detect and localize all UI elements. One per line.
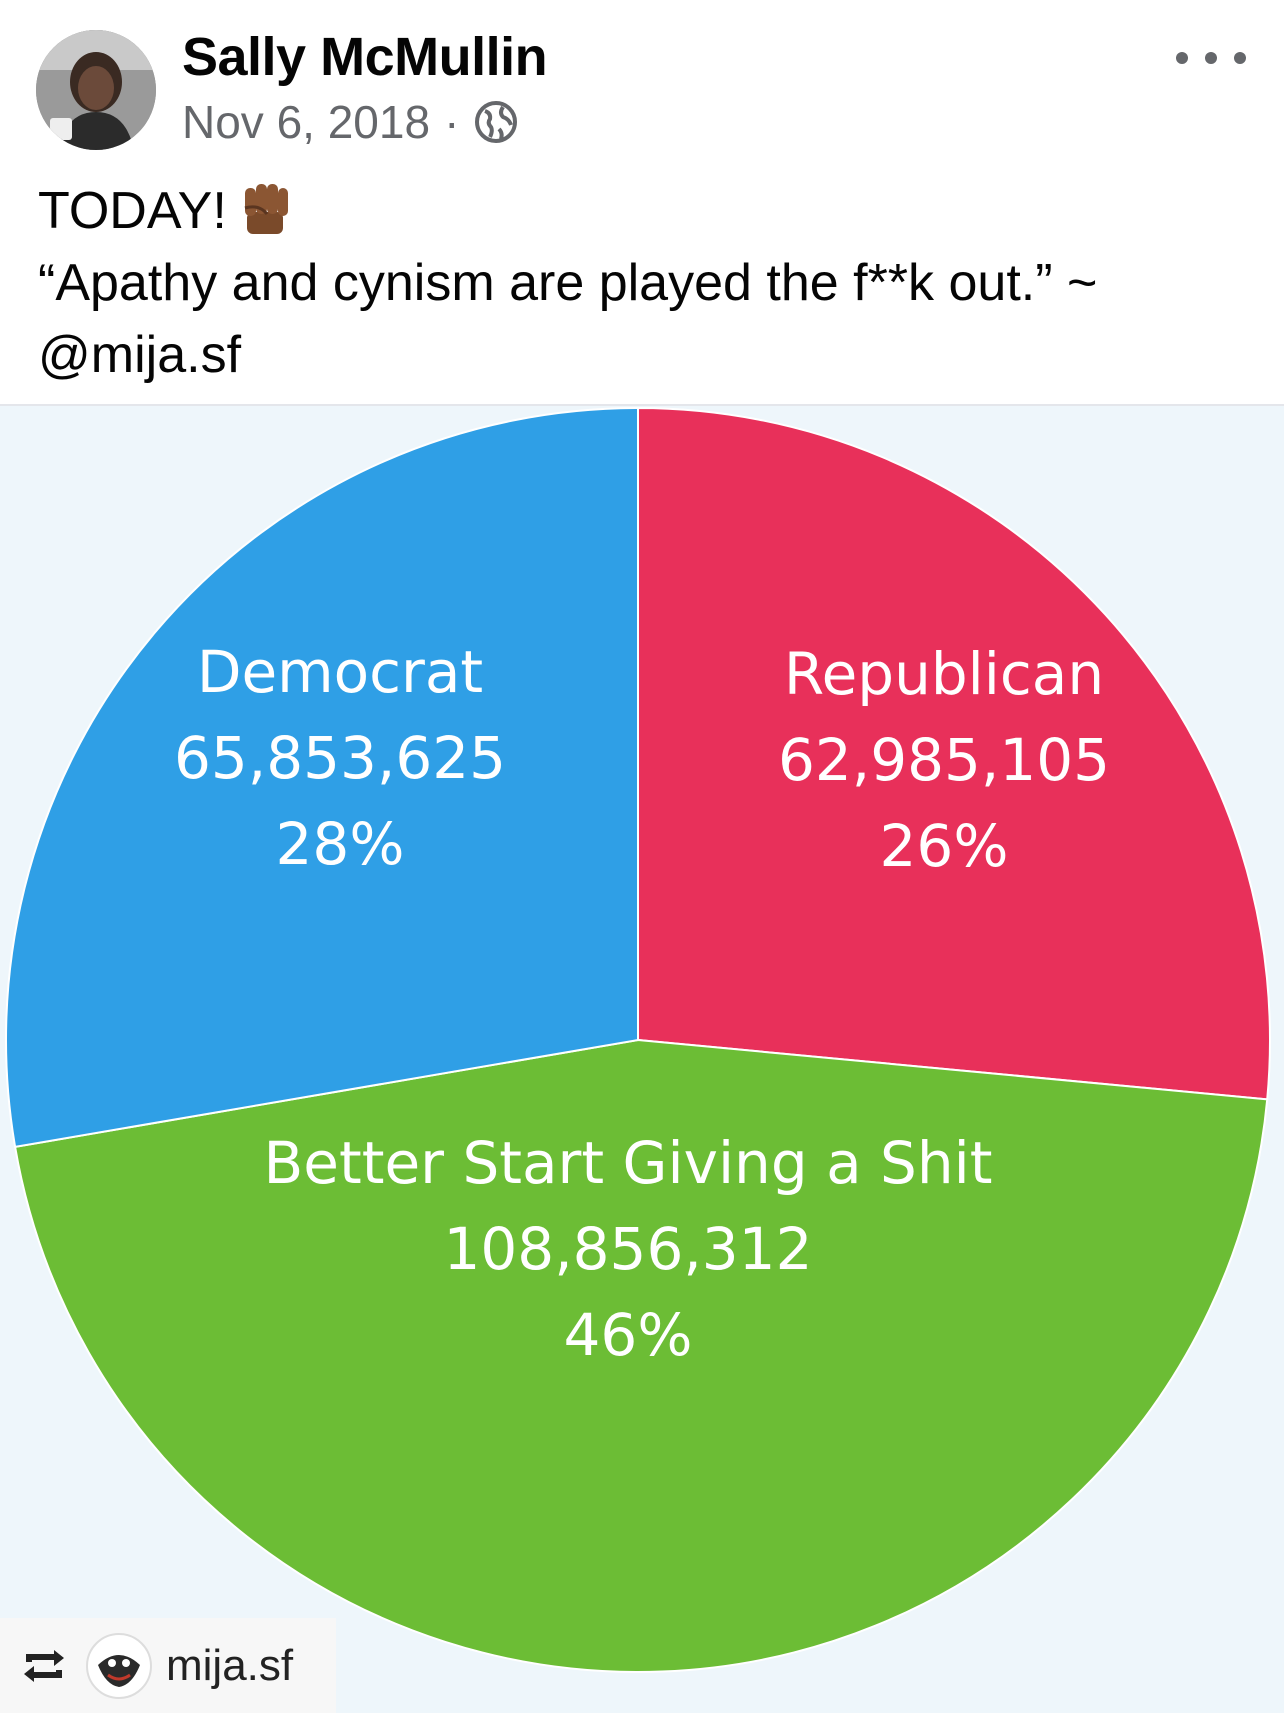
pie-label-value: 65,853,625 xyxy=(174,724,506,792)
pie-label-name: Better Start Giving a Shit xyxy=(264,1129,993,1197)
raised-fist-icon xyxy=(244,184,288,234)
divider xyxy=(0,404,1284,406)
pie-label-value: 62,985,105 xyxy=(778,726,1110,794)
author-avatar[interactable] xyxy=(36,30,156,150)
shared-chart-image[interactable]: Democrat 65,853,625 28% Republican 62,985,10… xyxy=(0,406,1284,1713)
post-text-line-1: TODAY! xyxy=(38,175,1248,247)
repost-icon xyxy=(24,1649,64,1682)
pie-slice-republican xyxy=(637,406,1271,1101)
pie-chart: Democrat 65,853,625 28% Republican 62,985,10… xyxy=(5,406,1271,1673)
pie-label-name: Republican xyxy=(784,640,1104,708)
dot xyxy=(1234,52,1246,64)
post-text-today: TODAY! xyxy=(38,182,227,240)
meta-separator: · xyxy=(444,96,460,148)
pie-label-percent: 46% xyxy=(564,1301,693,1369)
post-date[interactable]: Nov 6, 2018 xyxy=(182,96,431,148)
repost-avatar xyxy=(86,1632,152,1699)
pie-label-percent: 28% xyxy=(276,810,405,878)
post-meta: Nov 6, 2018 · xyxy=(182,95,519,149)
post-text: TODAY! “Apathy and cynism are played the… xyxy=(38,175,1248,391)
post-text-line-2: “Apathy and cynism are played the f**k o… xyxy=(38,254,1098,312)
globe-icon[interactable] xyxy=(473,99,519,145)
post-header: Sally McMullin Nov 6, 2018 · xyxy=(0,0,1284,160)
dot xyxy=(1176,52,1188,64)
more-options-icon[interactable] xyxy=(1176,38,1246,78)
author-name[interactable]: Sally McMullin xyxy=(182,27,548,87)
repost-username: mija.sf xyxy=(166,1640,294,1690)
pie-label-percent: 26% xyxy=(880,812,1009,880)
pie-label-name: Democrat xyxy=(197,638,483,706)
pie-label-value: 108,856,312 xyxy=(444,1215,813,1283)
pie-slice-democrat xyxy=(5,406,639,1149)
pie-slice-better-start-giving-a-shit xyxy=(13,1038,1269,1673)
post-text-line-3[interactable]: @mija.sf xyxy=(38,326,242,384)
repost-tag[interactable]: mija.sf xyxy=(0,1618,336,1713)
dot xyxy=(1205,52,1217,64)
